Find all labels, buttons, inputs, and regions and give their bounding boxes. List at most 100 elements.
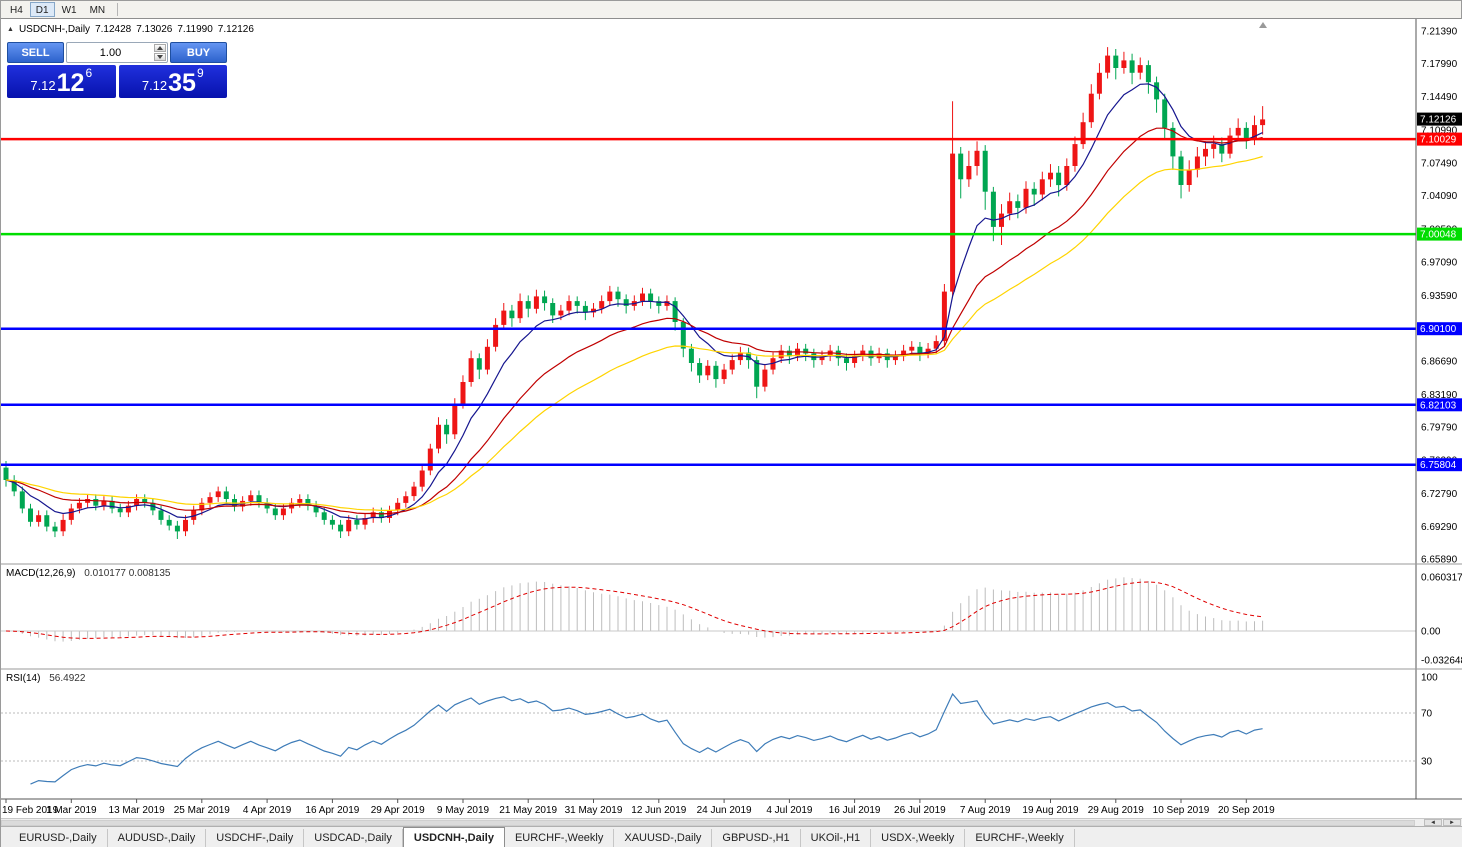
chart-tab-usdchf-daily[interactable]: USDCHF-,Daily <box>206 829 305 847</box>
scroll-right-icon[interactable]: ► <box>1443 819 1461 826</box>
price-badge: 7.12126 <box>1417 112 1462 126</box>
timeframe-button-h4[interactable]: H4 <box>10 5 23 16</box>
chart-tab-eurchf-weekly[interactable]: EURCHF-,Weekly <box>505 829 615 847</box>
one-click-trading-panel: SELL BUY 7.12 12 6 7.12 <box>7 42 227 98</box>
chart-tab-eurchf-weekly[interactable]: EURCHF-,Weekly <box>965 829 1075 847</box>
buy-button[interactable]: BUY <box>170 42 227 63</box>
svg-text:6.79790: 6.79790 <box>1421 422 1458 433</box>
buy-price-display[interactable]: 7.12 35 9 <box>118 65 227 98</box>
chart-tab-audusd-daily[interactable]: AUDUSD-,Daily <box>108 829 207 847</box>
rsi-line <box>30 692 1263 785</box>
volume-down-icon[interactable] <box>154 53 166 61</box>
macd-label-row: MACD(12,26,9) 0.010177 0.008135 <box>6 568 170 579</box>
svg-text:6.65890: 6.65890 <box>1421 555 1458 566</box>
chart-canvas[interactable]: 7.21390 7.17990 7.14490 7.10990 7.07490 7.040… <box>1 19 1462 818</box>
volume-input[interactable] <box>67 43 167 62</box>
symbol-header: ▲ USDCNH-,Daily 7.12428 7.13026 7.11990 … <box>7 24 254 35</box>
rsi-indicator-value: 56.4922 <box>49 673 86 684</box>
svg-text:100: 100 <box>1421 673 1438 684</box>
svg-text:6.72790: 6.72790 <box>1421 489 1458 500</box>
volume-box <box>66 42 168 63</box>
macd-signal-line <box>5 581 1263 639</box>
sell-button[interactable]: SELL <box>7 42 64 63</box>
svg-text:-0.032648: -0.032648 <box>1421 656 1462 667</box>
svg-text:21 May 2019: 21 May 2019 <box>499 805 557 816</box>
svg-text:7.00048: 7.00048 <box>1420 230 1457 241</box>
svg-text:19 Aug 2019: 19 Aug 2019 <box>1022 805 1079 816</box>
horizontal-scrollbar[interactable]: ◄ ► <box>1 818 1462 826</box>
chart-tab-usdcad-daily[interactable]: USDCAD-,Daily <box>304 829 403 847</box>
buy-price-point: 9 <box>196 66 204 80</box>
svg-text:24 Jun 2019: 24 Jun 2019 <box>697 805 752 816</box>
svg-text:6.82103: 6.82103 <box>1420 400 1457 411</box>
svg-text:13 Mar 2019: 13 Mar 2019 <box>109 805 166 816</box>
macd-histogram <box>13 577 1264 642</box>
svg-text:6.86690: 6.86690 <box>1421 357 1458 368</box>
chart-area[interactable]: 7.21390 7.17990 7.14490 7.10990 7.07490 7.040… <box>1 19 1462 818</box>
svg-text:7.21390: 7.21390 <box>1421 26 1458 37</box>
chart-tab-xauusd-daily[interactable]: XAUUSD-,Daily <box>614 829 713 847</box>
pane-separators <box>1 19 1462 800</box>
toolbar-separator <box>117 3 119 16</box>
volume-spinner <box>154 44 166 61</box>
moving-average-line-34 <box>5 155 1263 511</box>
svg-text:7.10990: 7.10990 <box>1421 125 1458 136</box>
svg-text:12 Jun 2019: 12 Jun 2019 <box>631 805 686 816</box>
svg-text:4 Apr 2019: 4 Apr 2019 <box>243 805 292 816</box>
svg-text:7.04090: 7.04090 <box>1421 191 1458 202</box>
moving-average-line-20 <box>5 127 1263 515</box>
volume-up-icon[interactable] <box>154 44 166 52</box>
chart-tab-bar: EURUSD-,Daily AUDUSD-,Daily USDCHF-,Daily U… <box>1 826 1462 847</box>
chart-tab-ukoil-h1[interactable]: UKOil-,H1 <box>801 829 872 847</box>
buy-price-pips: 35 <box>168 69 196 97</box>
svg-text:70: 70 <box>1421 709 1433 720</box>
rsi-level-lines <box>1 712 1416 762</box>
scrollbar-thumb[interactable] <box>1 820 1415 826</box>
svg-text:7.12126: 7.12126 <box>1420 115 1457 126</box>
svg-text:6.90100: 6.90100 <box>1420 324 1457 335</box>
svg-text:29 Apr 2019: 29 Apr 2019 <box>371 805 425 816</box>
sell-price-point: 6 <box>85 66 93 80</box>
macd-indicator-name: MACD(12,26,9) <box>6 568 76 579</box>
timeframe-button-mn[interactable]: MN <box>89 5 106 16</box>
timeframe-button-w1[interactable]: W1 <box>61 5 77 16</box>
chart-tab-usdcnh-daily[interactable]: USDCNH-,Daily <box>402 827 505 847</box>
svg-text:31 May 2019: 31 May 2019 <box>565 805 623 816</box>
ohlc-high: 7.13026 <box>136 24 173 35</box>
svg-text:7.07490: 7.07490 <box>1421 159 1458 170</box>
svg-text:30: 30 <box>1421 757 1433 768</box>
ohlc-low: 7.11990 <box>177 24 213 35</box>
chart-tab-gbpusd-h1[interactable]: GBPUSD-,H1 <box>712 829 801 847</box>
macd-indicator-values: 0.010177 0.008135 <box>84 568 171 579</box>
sell-price-display[interactable]: 7.12 12 6 <box>7 65 116 98</box>
svg-text:25 Mar 2019: 25 Mar 2019 <box>174 805 231 816</box>
chart-shift-marker[interactable] <box>1259 22 1267 28</box>
svg-text:0.060317: 0.060317 <box>1421 573 1462 584</box>
price-badge: 6.75804 <box>1417 458 1462 471</box>
price-badge: 7.00048 <box>1417 227 1462 241</box>
svg-text:20 Sep 2019: 20 Sep 2019 <box>1218 805 1275 816</box>
rsi-label-row: RSI(14) 56.4922 <box>6 673 85 684</box>
scroll-left-icon[interactable]: ◄ <box>1424 819 1442 826</box>
timeframe-button-d1[interactable]: D1 <box>29 2 55 17</box>
svg-text:29 Aug 2019: 29 Aug 2019 <box>1088 805 1145 816</box>
scrollbar-buttons: ◄ ► <box>1424 819 1461 827</box>
svg-text:6.69290: 6.69290 <box>1421 522 1458 533</box>
price-badge: 6.90100 <box>1417 322 1462 335</box>
price-axis[interactable]: 7.21390 7.17990 7.14490 7.10990 7.07490 7.040… <box>1421 26 1462 767</box>
buy-price-base: 7.12 <box>141 78 168 93</box>
svg-text:1 Mar 2019: 1 Mar 2019 <box>46 805 97 816</box>
svg-text:16 Jul 2019: 16 Jul 2019 <box>829 805 881 816</box>
timeframe-toolbar: H4 D1 W1 MN <box>1 1 1461 19</box>
svg-text:26 Jul 2019: 26 Jul 2019 <box>894 805 946 816</box>
ohlc-open: 7.12428 <box>95 24 132 35</box>
chart-tab-usdx-weekly[interactable]: USDX-,Weekly <box>871 829 966 847</box>
svg-text:19 Feb 2019: 19 Feb 2019 <box>2 805 59 816</box>
chart-tab-eurusd-daily[interactable]: EURUSD-,Daily <box>9 829 108 847</box>
svg-text:4 Jul 2019: 4 Jul 2019 <box>766 805 813 816</box>
svg-text:6.83190: 6.83190 <box>1421 390 1458 401</box>
svg-text:10 Sep 2019: 10 Sep 2019 <box>1153 805 1210 816</box>
ohlc-close: 7.12126 <box>217 24 254 35</box>
